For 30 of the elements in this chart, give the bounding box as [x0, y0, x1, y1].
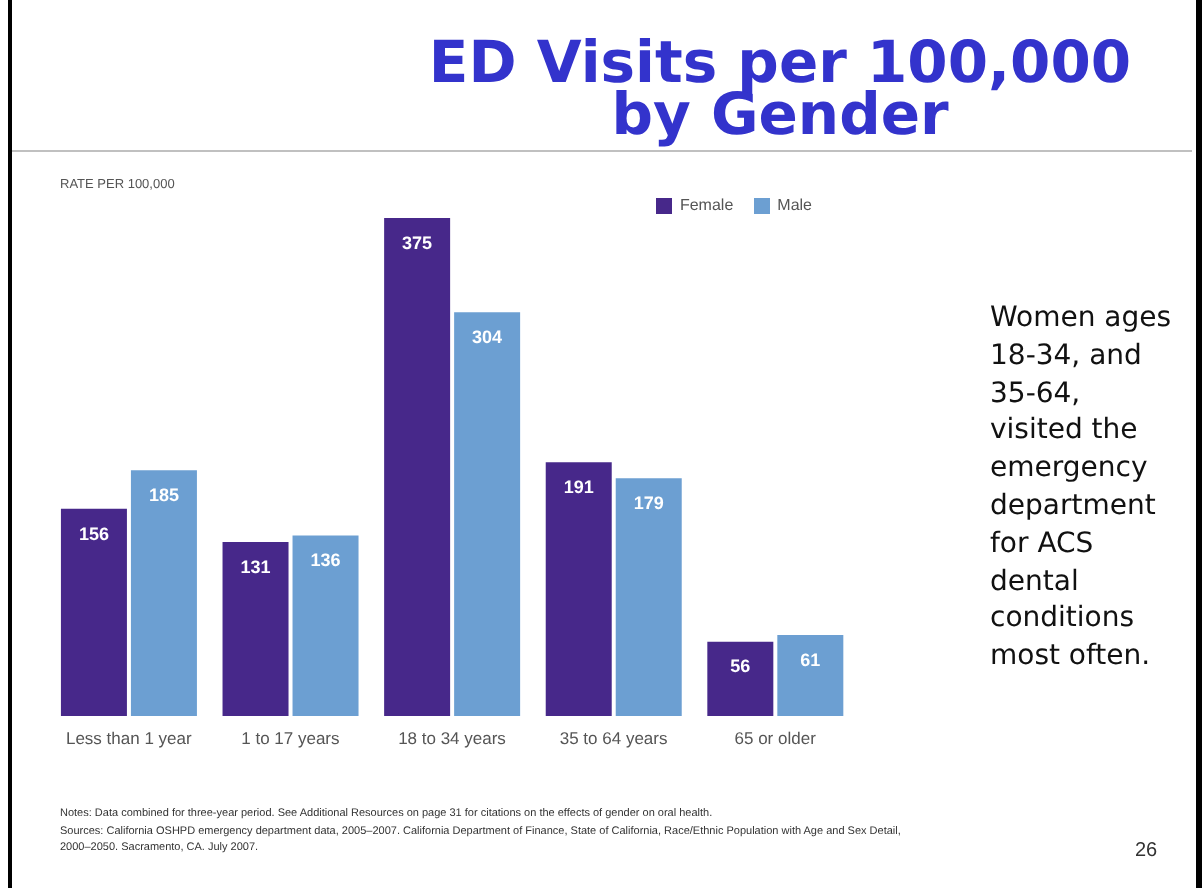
bar	[707, 641, 774, 716]
bar	[130, 470, 197, 716]
data-label: 56	[730, 656, 751, 677]
bar	[777, 634, 844, 716]
data-label: 136	[310, 550, 341, 571]
data-label: 61	[800, 649, 821, 670]
data-label: 375	[402, 232, 433, 253]
bar	[292, 535, 359, 716]
x-tick-label: 1 to 17 years	[241, 728, 340, 749]
legend-label: Female	[679, 196, 734, 214]
x-tick-label: Less than 1 year	[65, 728, 192, 749]
bar	[615, 478, 682, 716]
legend-label: Male	[777, 196, 812, 214]
data-label: 131	[240, 556, 271, 577]
text: Women ages 18-34, and 35-64, visited the emergency department for ACS dental conditions most often.	[990, 302, 1172, 673]
bar	[60, 508, 127, 716]
x-tick-label: 18 to 34 years	[398, 728, 506, 749]
bar	[454, 312, 521, 716]
data-label: 179	[633, 493, 664, 514]
text: 26	[1132, 840, 1160, 864]
bar	[384, 218, 451, 716]
data-label: 156	[78, 523, 109, 544]
bar	[545, 462, 612, 716]
data-label: 185	[148, 485, 179, 506]
x-tick-label: 65 or older	[734, 728, 817, 749]
x-tick-label: 35 to 64 years	[559, 728, 668, 749]
data-label: 191	[563, 477, 594, 498]
chart-title: ED Visits per 100,000 by Gender	[426, 28, 1134, 148]
data-label: 304	[472, 327, 503, 348]
bar	[222, 542, 289, 716]
